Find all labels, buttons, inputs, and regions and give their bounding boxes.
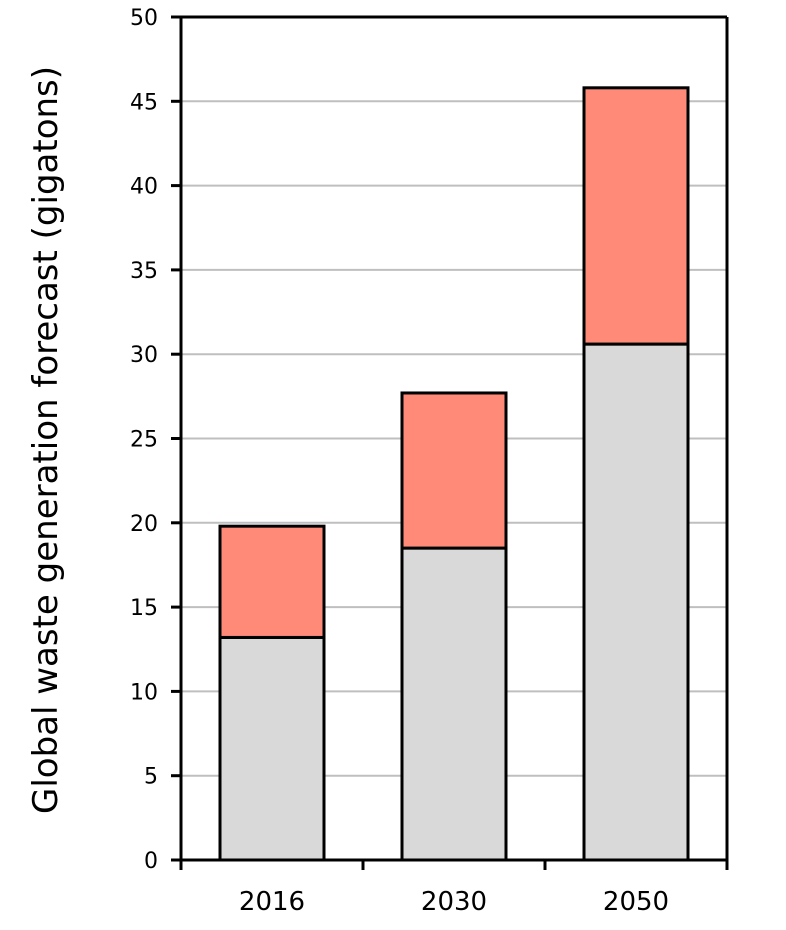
y-tick-label: 10 [130,680,158,705]
y-tick-label: 30 [130,343,158,368]
y-tick-label: 20 [130,512,158,537]
x-tick-label: 2030 [421,887,487,917]
y-axis-title: Global waste generation forecast (gigato… [26,66,66,814]
y-tick-label: 45 [130,90,158,115]
y-tick-label: 50 [130,6,158,31]
y-tick-label: 25 [130,428,158,453]
bars [218,86,690,862]
y-tick-label: 35 [130,259,158,284]
axes: 2016 2030 2050 0 5 10 15 20 25 30 35 40 45 50 [130,6,729,917]
bar-segment [400,391,508,550]
bar-segment [400,546,508,862]
bar-segment [582,86,690,346]
bar-segment [218,635,326,862]
y-tick-label: 5 [144,765,158,790]
y-tick-label: 40 [130,175,158,200]
y-tick-label: 15 [130,596,158,621]
bar-segment [218,524,326,639]
bar-segment [582,342,690,862]
x-tick-label: 2050 [603,887,669,917]
y-tick-label: 0 [144,849,158,874]
x-tick-label: 2016 [239,887,305,917]
